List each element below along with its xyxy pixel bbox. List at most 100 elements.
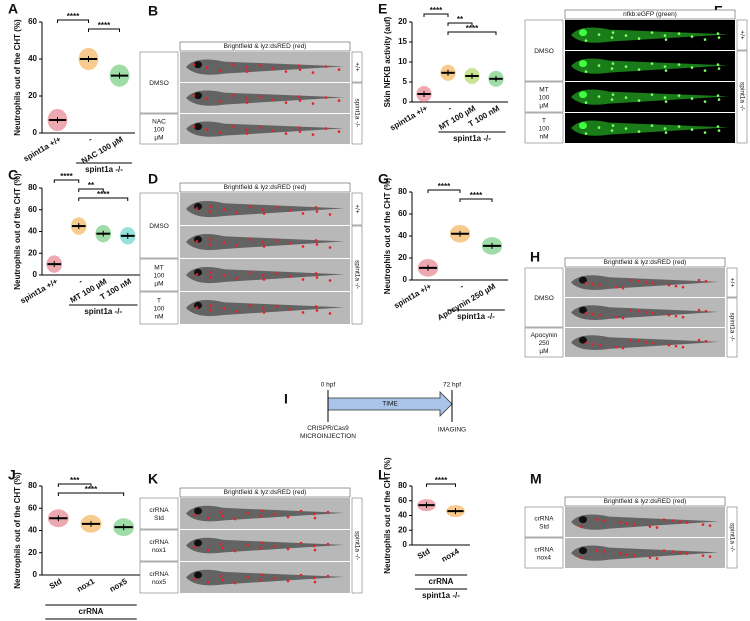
fluor-spot: [244, 128, 248, 131]
fluor-spot: [299, 509, 303, 513]
fluor-spot: [218, 100, 222, 103]
fluor-spot: [231, 63, 235, 66]
fluor-spot: [222, 274, 226, 277]
fluor-spot: [206, 548, 210, 552]
fluor-spot: [231, 125, 235, 128]
time-label: TIME: [382, 401, 398, 408]
fluor-spot: [311, 71, 315, 74]
fluor-spot: [299, 541, 303, 545]
fluor-spot: [717, 67, 721, 70]
y-tick-label: 20: [28, 248, 37, 257]
sig-bracket: [427, 189, 461, 193]
fluor-spot: [284, 101, 288, 104]
group-label: spint1a -/-: [422, 591, 460, 600]
sig-label: ****: [97, 190, 110, 199]
fluor-spot: [716, 32, 720, 35]
fluor-spot: [651, 281, 655, 285]
sig-label: ****: [67, 12, 80, 21]
image-header: Brightfield & lyz:dsRED (red): [604, 259, 687, 266]
fluor-spot: [301, 311, 305, 314]
fluor-spot: [602, 519, 606, 522]
panel-letter: C: [8, 167, 18, 183]
panel-letter: H: [530, 249, 540, 265]
y-tick-label: 0: [403, 540, 408, 549]
fluor-spot: [655, 526, 659, 529]
fluor-spot: [690, 97, 694, 100]
fluor-spot: [701, 523, 705, 526]
fluor-spot: [288, 275, 292, 278]
fluor-spot: [704, 309, 708, 313]
fluor-spot: [219, 510, 223, 514]
fluor-spot: [271, 67, 275, 70]
fluor-spot: [246, 575, 250, 579]
fluor-spot: [192, 125, 196, 128]
fluor-spot: [591, 282, 595, 286]
fluor-spot: [235, 277, 239, 280]
fluor-spot: [192, 94, 196, 97]
fluor-spot: [628, 308, 632, 312]
fluor-spot: [284, 132, 288, 135]
fluor-spot: [664, 131, 668, 134]
fluor-spot: [648, 525, 652, 528]
fluor-spot: [716, 94, 720, 97]
fluor-spot: [337, 99, 341, 102]
fluor-spot: [678, 551, 682, 554]
row-label: T 100 nM: [539, 117, 550, 140]
fluor-spot: [231, 94, 235, 97]
fluor-spot: [662, 518, 666, 521]
image-header: Brightfield & lyz:dsRED (red): [224, 43, 307, 50]
fluor-spot: [233, 517, 237, 521]
row-label: MT 100 µM: [539, 86, 550, 109]
row-label-box: [524, 537, 564, 569]
fluor-spot: [260, 573, 264, 577]
fish: [186, 90, 344, 106]
fluor-spot: [644, 310, 648, 314]
fluor-spot: [259, 546, 263, 550]
row-label: crRNA nox1: [149, 539, 169, 554]
fluor-spot: [192, 63, 196, 66]
fluor-spot: [624, 65, 628, 68]
fluor-spot: [312, 576, 316, 580]
fish-eye: [579, 516, 587, 524]
fluor-spot: [637, 68, 641, 71]
genotype-label: spint1a -/-: [738, 82, 745, 111]
group-label: spint1a -/-: [84, 307, 122, 316]
fluor-spot: [584, 101, 588, 104]
fish-eye: [194, 539, 202, 547]
fluor-spot: [621, 346, 625, 350]
fluor-spot: [650, 31, 654, 34]
fluor-spot: [685, 521, 689, 524]
fluor-spot: [591, 312, 595, 316]
x-tick-label: NAC 100 µM: [80, 135, 125, 166]
y-tick-label: 20: [398, 253, 407, 262]
fluor-spot: [717, 98, 721, 101]
fluor-spot: [312, 512, 316, 516]
fluor-spot: [313, 548, 317, 552]
fluor-spot: [195, 240, 199, 243]
x-tick-label: -: [458, 282, 465, 291]
right-label-box: [736, 50, 748, 144]
genotype-label: spint1a -/-: [353, 531, 360, 560]
y-tick-label: 80: [28, 183, 37, 192]
fluor-spot: [624, 34, 628, 37]
fluor-spot: [624, 96, 628, 99]
sig-label: ****: [438, 182, 451, 191]
fish: [186, 121, 344, 137]
sig-bracket: [57, 492, 125, 496]
fluor-spot: [258, 95, 262, 98]
fluor-spot: [222, 307, 226, 310]
y-axis-label: Skin NFKB activity (auf): [383, 16, 392, 107]
y-tick-label: 5: [403, 77, 408, 86]
fluor-spot: [611, 31, 615, 34]
fluor-spot: [220, 578, 224, 582]
sig-bracket: [423, 13, 449, 17]
fluor-spot: [259, 578, 263, 582]
fluor-spot: [703, 131, 707, 134]
fluor-spot: [286, 515, 290, 519]
sig-label: ***: [70, 476, 80, 485]
fluor-spot: [662, 549, 666, 552]
panel-letter: G: [378, 171, 389, 187]
image-header: Brightfield & lyz:dsRED (red): [224, 184, 307, 191]
fluor-spot: [602, 550, 606, 553]
panel-letter: I: [284, 391, 288, 407]
